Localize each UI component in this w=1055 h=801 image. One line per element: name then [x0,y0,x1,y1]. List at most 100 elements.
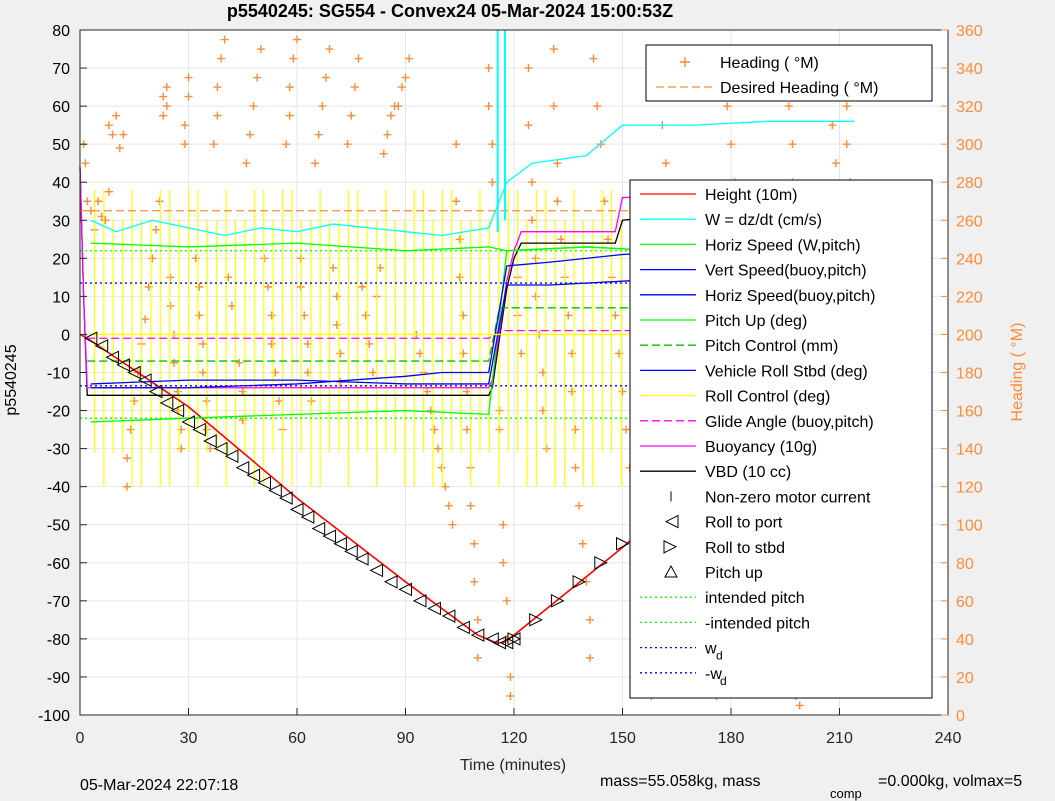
roll-to-port-marker [289,502,304,517]
legend-main-label: -w [705,666,722,683]
heading-point [126,425,135,434]
heading-point [723,102,732,111]
y-tick-label: 10 [52,289,70,306]
y2-tick-label: 180 [956,366,983,383]
heading-point [267,339,276,348]
legend-main-label: Horiz Speed (W,pitch) [705,237,861,254]
y-tick-label: -80 [47,632,70,649]
heading-point [148,254,157,263]
heading-point [585,615,594,624]
footer-comp-subscript: comp [830,786,862,801]
heading-point [462,425,471,434]
roll-to-stbd-marker [594,555,608,570]
heading-point [151,225,160,234]
heading-point [618,387,627,396]
legend-main-label: Non-zero motor current [705,489,871,506]
heading-point [484,102,493,111]
x-tick-label: 0 [76,730,85,747]
roll-to-port-marker [170,403,185,418]
heading-point [430,425,439,434]
legend-heading-box [645,44,933,102]
roll-to-port-marker [300,510,315,524]
heading-point [217,54,226,63]
roll-to-port-marker [105,350,120,365]
roll-to-port-marker [470,628,485,642]
y-tick-label: 50 [52,137,70,154]
heading-point [542,444,551,453]
legend-main-label: VBD (10 cc) [705,464,791,481]
heading-point [112,111,121,120]
y2-tick-label: 40 [956,632,974,649]
heading-point [202,397,211,406]
heading-point [123,482,132,491]
heading-point [564,311,573,320]
roll-to-port-marker [137,373,152,387]
heading-point [517,349,526,358]
heading-point [354,54,363,63]
legend-main-label: w [704,641,717,658]
heading-point [336,349,345,358]
y2-tick-label: 140 [956,442,983,459]
legend-main-label: Pitch up [705,565,763,582]
legend-main-label: Vehicle Roll Stbd (deg) [705,363,868,380]
y2-tick-label: 300 [956,137,983,154]
roll-to-stbd-marker [572,574,587,589]
heading-point [159,92,168,101]
heading-point [235,358,244,367]
y2-tick-label: 160 [956,404,983,421]
heading-point [104,121,113,130]
heading-point [249,102,258,111]
heading-point [831,159,840,168]
heading-point [524,64,533,73]
heading-point [166,301,175,310]
heading-point [441,482,450,491]
legend-main-label: Pitch Control (mm) [705,338,838,355]
legend-main-label: Height (10m) [705,187,797,204]
legend-heading-label: Heading ( °M) [720,55,819,72]
heading-point [195,311,204,320]
y-tick-label: -40 [47,480,70,497]
heading-point [213,83,222,92]
heading-point [123,454,132,463]
heading-point [401,73,410,82]
y-tick-label: 70 [52,61,70,78]
heading-point [466,501,475,510]
heading-point [473,653,482,662]
heading-point [293,35,301,44]
heading-point [784,102,793,111]
heading-point [502,596,511,605]
footer-volmax: =0.000kg, volmax=5 [878,773,1022,790]
x-tick-label: 120 [501,730,528,747]
roll-to-stbd-marker [529,613,543,627]
heading-point [531,292,540,301]
roll-to-port-marker [83,331,98,346]
heading-point [727,140,735,149]
chart-title: p5540245: SG554 - Convex24 05-Mar-2024 1… [227,1,673,21]
y2-tick-label: 100 [956,518,983,535]
roll-to-port-marker [224,449,239,464]
heading-point [141,315,150,324]
heading-point [484,64,493,73]
roll-to-stbd-marker [550,594,565,608]
roll-to-port-marker [427,601,441,616]
heading-point [350,83,359,92]
y-tick-label: -70 [47,594,70,611]
heading-point [423,387,432,396]
y-tick-label: 80 [52,23,70,40]
heading-point [557,235,566,244]
heading-point [405,54,414,63]
heading-point [549,45,558,54]
heading-point [159,111,168,120]
axes: 0 30 60 90 120 150 180 210 240-100-90-80-70-60-5… [38,23,983,747]
heading-point [83,197,92,206]
x-axis-label: Time (minutes) [460,757,566,774]
roll-to-port-marker [127,365,141,380]
y2-tick-label: 280 [956,175,983,192]
x-tick-label: 150 [609,730,636,747]
heading-point [506,672,515,681]
heading-point [267,311,276,320]
heading-point [274,397,283,406]
heading-point [253,73,262,82]
heading-point [470,577,479,586]
legend-main-label: W = dz/dt (cm/s) [705,212,822,229]
